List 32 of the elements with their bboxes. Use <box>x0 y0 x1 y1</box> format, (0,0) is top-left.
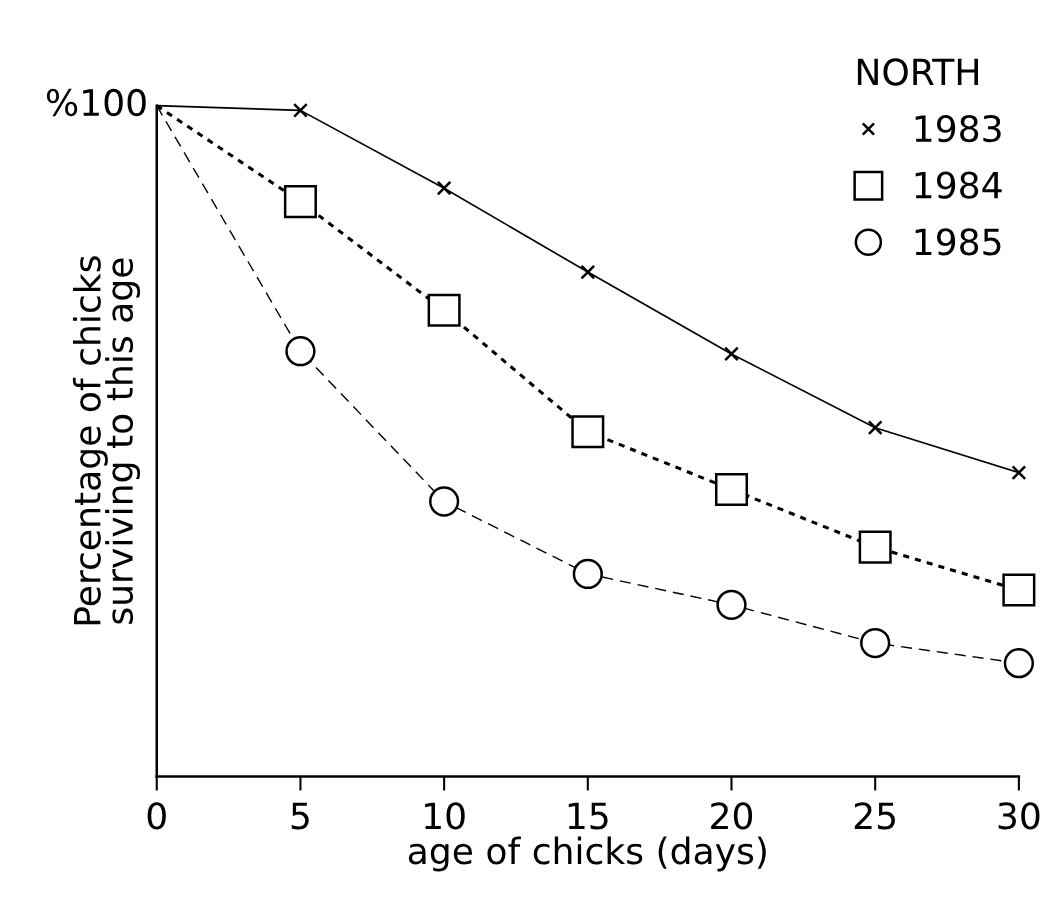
point <box>1002 573 1036 607</box>
point <box>428 486 460 517</box>
point <box>292 102 308 118</box>
text: %100 <box>46 88 146 117</box>
point <box>860 627 891 659</box>
x-tick-label: 0 <box>147 802 166 830</box>
point <box>427 293 461 327</box>
point <box>858 530 892 564</box>
point <box>572 558 603 590</box>
legend-label: 1984 <box>915 171 1002 199</box>
point <box>867 420 883 436</box>
point <box>724 346 739 362</box>
x-tick-label: 25 <box>854 802 896 830</box>
legend-label: 1983 <box>915 114 1001 143</box>
y-axis-title: Percentage of chicks surviving to this age <box>72 256 141 625</box>
point <box>1003 648 1035 679</box>
x-tick-label: 5 <box>291 802 309 830</box>
point <box>716 589 747 620</box>
point <box>580 264 596 280</box>
x-tick-label: 30 <box>998 802 1040 830</box>
point <box>714 472 749 506</box>
legend-title: NORTH <box>857 58 978 86</box>
point <box>436 180 452 196</box>
x-axis-title: age of chicks (days) <box>408 836 766 872</box>
point <box>283 185 317 219</box>
point <box>285 336 316 367</box>
x-tick-label: 15 <box>568 802 608 830</box>
x-tick-label: 20 <box>711 802 753 830</box>
point <box>1011 465 1027 481</box>
x-tick-label: 10 <box>425 802 465 830</box>
legend-label: 1985 <box>915 228 1001 256</box>
point <box>571 415 605 449</box>
